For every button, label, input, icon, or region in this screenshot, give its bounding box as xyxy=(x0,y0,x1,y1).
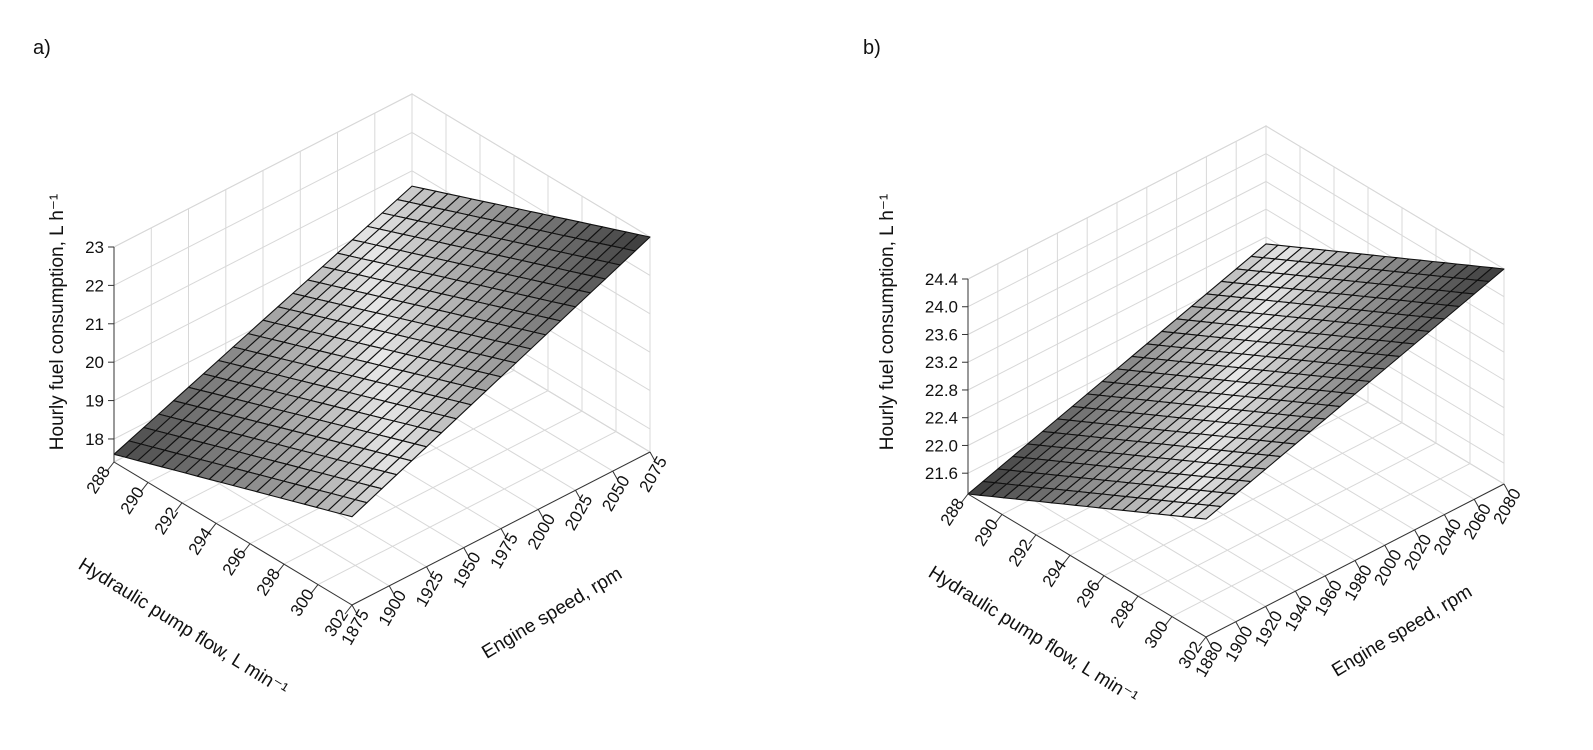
x-tick-label: 1940 xyxy=(1281,592,1316,634)
x-tick-mark xyxy=(500,528,507,538)
y-tick-mark xyxy=(174,502,183,513)
surface xyxy=(967,243,1505,520)
x-tick-label: 1960 xyxy=(1311,577,1346,619)
x-tick-mark xyxy=(1205,636,1212,647)
y-axis-line xyxy=(113,461,353,606)
x-tick-mark xyxy=(612,470,619,481)
y-tick-mark xyxy=(994,514,1003,524)
z-tick-label: 23.6 xyxy=(925,325,958,344)
y-tick-mark xyxy=(344,604,353,615)
surface xyxy=(113,185,651,518)
x-tick-mark xyxy=(1265,606,1272,616)
x-tick-label: 1900 xyxy=(1221,623,1256,665)
z-tick-label: 22.8 xyxy=(925,381,958,400)
y-tick-mark xyxy=(1130,595,1139,606)
z-tick-label: 19 xyxy=(85,392,104,411)
z-tick-label: 24.4 xyxy=(925,270,958,289)
z-axis-label: Hourly fuel consumption, L h⁻¹ xyxy=(877,194,898,450)
x-tick-mark xyxy=(1473,499,1480,509)
x-tick-mark xyxy=(575,490,581,500)
x-tick-mark xyxy=(1384,544,1391,555)
x-tick-mark xyxy=(388,585,395,596)
y-axis-line xyxy=(967,493,1207,638)
y-tick-mark xyxy=(1028,534,1037,545)
x-tick-label: 1920 xyxy=(1251,608,1286,650)
panel-label: a) xyxy=(33,37,51,59)
y-tick-mark xyxy=(208,522,217,533)
y-tick-mark xyxy=(1164,616,1173,626)
z-axis: 21.6 22.0 22.4 22.8 23.2 23.6 24.0 24.4 xyxy=(925,270,969,494)
y-tick-mark xyxy=(276,563,285,574)
y-tick-mark xyxy=(242,543,251,554)
gridline-y xyxy=(317,216,617,586)
z-axis-label: Hourly fuel consumption, L h⁻¹ xyxy=(47,194,68,450)
x-tick-mark xyxy=(1354,560,1361,570)
x-tick-label: 1980 xyxy=(1341,562,1376,604)
z-tick-label: 22 xyxy=(85,276,104,295)
x-tick-mark xyxy=(1414,529,1421,540)
x-tick-label: 1900 xyxy=(375,587,410,629)
x-tick-label: 1925 xyxy=(412,568,447,610)
x-tick-mark xyxy=(426,566,432,576)
z-tick-label: 20 xyxy=(85,353,104,372)
y-tick-mark xyxy=(310,584,319,594)
surface-cell xyxy=(113,440,142,458)
x-tick-mark xyxy=(463,547,470,557)
x-tick-label: 2060 xyxy=(1460,500,1495,542)
x-tick-label: 2000 xyxy=(1370,546,1405,588)
y-axis-label: Hydraulic pump flow, L min⁻¹ xyxy=(924,562,1141,708)
x-tick-mark xyxy=(1294,590,1301,601)
y-tick-mark xyxy=(106,461,115,472)
x-tick-mark xyxy=(1235,621,1242,631)
z-tick-label: 23 xyxy=(85,238,104,257)
z-tick-label: 24.0 xyxy=(925,298,958,317)
x-tick-label: 2040 xyxy=(1430,516,1465,558)
x-tick-label: 2025 xyxy=(561,491,596,533)
chart-panel-a: 1819202122232882902922942962983003021875… xyxy=(33,37,671,701)
y-tick-mark xyxy=(1198,636,1207,647)
chart-panel-b: 21.6 22.0 22.4 22.8 23.2 23.6 24.0 24.4 28829029… xyxy=(863,37,1525,709)
x-tick-mark xyxy=(1503,483,1510,494)
z-tick-label: 22.4 xyxy=(925,409,958,428)
x-tick-label: 2050 xyxy=(598,472,633,514)
y-tick-mark xyxy=(960,493,969,504)
y-tick-mark xyxy=(1062,554,1071,565)
surface-cell xyxy=(967,480,996,496)
y-tick-mark xyxy=(1096,575,1105,586)
x-tick-label: 2020 xyxy=(1400,531,1435,573)
x-tick-label: 2080 xyxy=(1490,485,1525,527)
y-axis-label: Hydraulic pump flow, L min⁻¹ xyxy=(74,554,291,700)
x-tick-mark xyxy=(649,451,656,462)
gridline-y xyxy=(1171,248,1471,618)
x-tick-mark xyxy=(351,604,358,615)
x-axis-label: Engine speed, rpm xyxy=(478,563,626,663)
z-tick-label: 21.6 xyxy=(925,464,958,483)
x-tick-mark xyxy=(1324,575,1331,586)
gridline-z xyxy=(967,125,1505,280)
z-tick-label: 23.2 xyxy=(925,353,958,372)
z-tick-label: 22.0 xyxy=(925,436,958,455)
z-tick-label: 21 xyxy=(85,315,104,334)
x-tick-mark xyxy=(537,509,544,519)
x-tick-mark xyxy=(1443,514,1450,524)
z-axis: 18 19 20 21 22 23 xyxy=(85,238,115,462)
x-tick-label: 2000 xyxy=(524,510,559,552)
gridline-z xyxy=(967,153,1505,308)
panel-label: b) xyxy=(863,37,881,59)
gridline-z xyxy=(113,93,651,248)
x-tick-label: 1975 xyxy=(487,530,522,572)
x-tick-label: 1950 xyxy=(449,549,484,591)
z-tick-label: 18 xyxy=(85,430,104,449)
y-tick-mark xyxy=(140,482,149,492)
x-tick-label: 2075 xyxy=(636,453,671,495)
